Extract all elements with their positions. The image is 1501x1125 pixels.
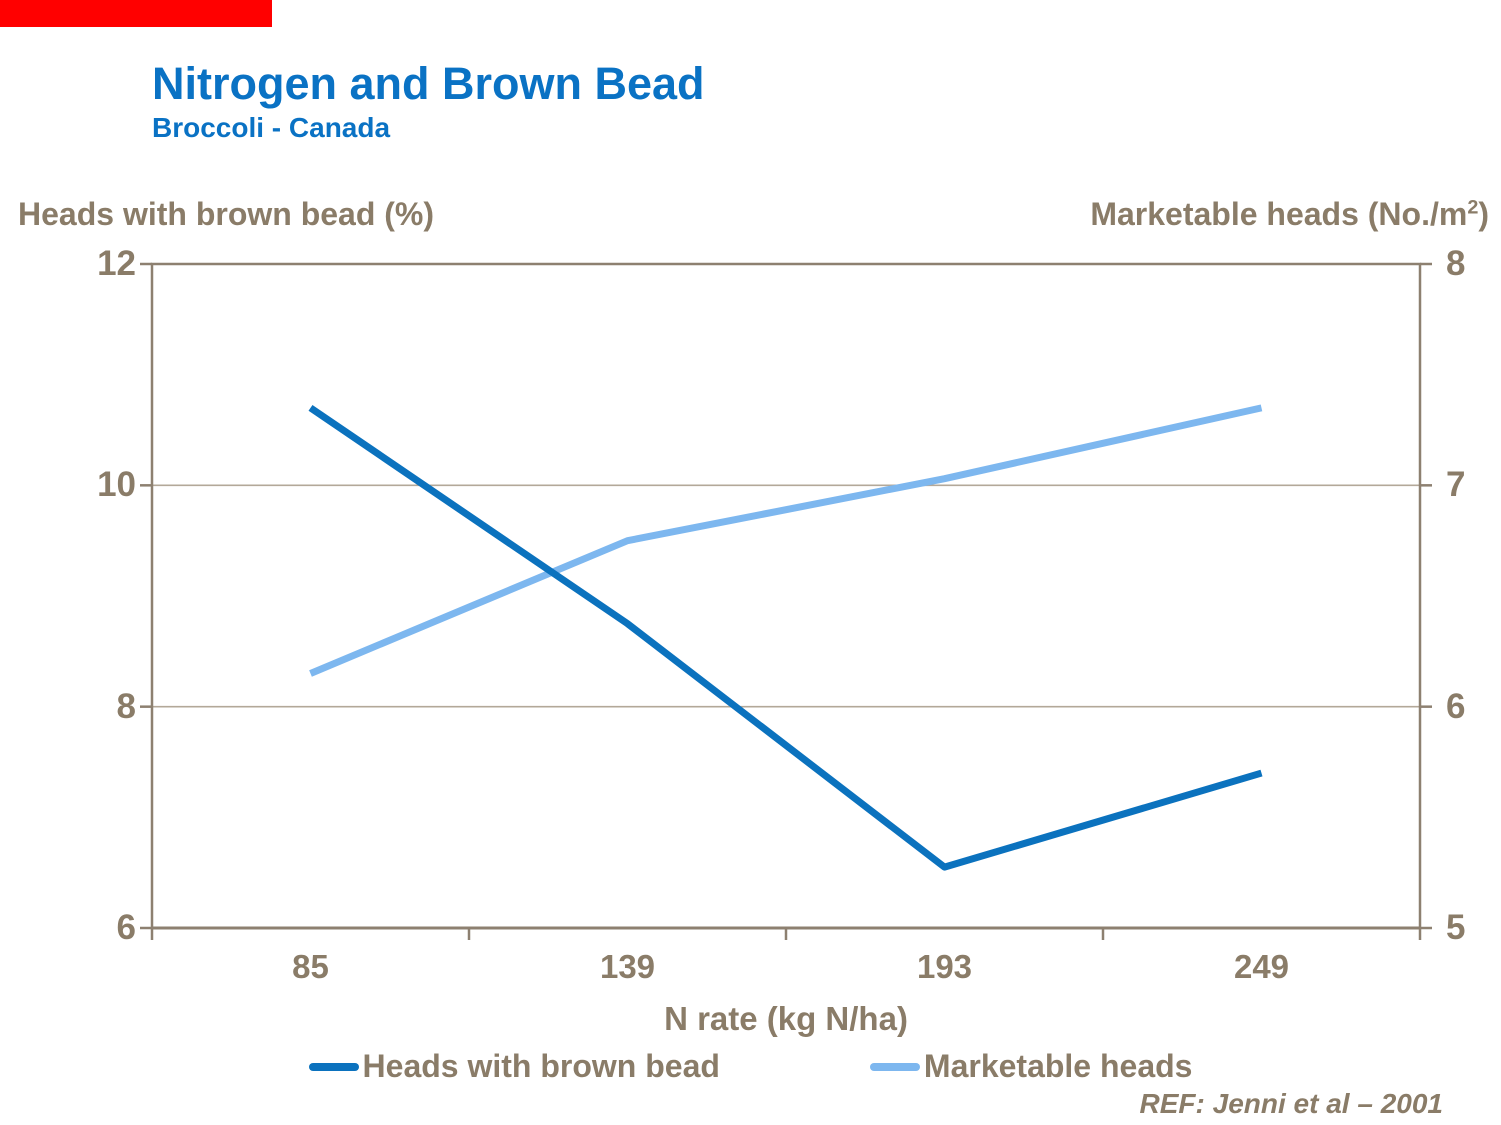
legend-swatch-light-blue (869, 1062, 920, 1071)
right-axis-title-superscript: 2 (1467, 196, 1479, 219)
reference-citation: REF: Jenni et al – 2001 (1139, 1088, 1443, 1119)
red-accent-bar (0, 0, 272, 27)
y-axis-left-tick-label: 8 (116, 686, 136, 726)
right-axis-title-suffix: ) (1478, 196, 1489, 232)
x-axis-tick-label: 193 (916, 948, 973, 985)
left-axis-title: Heads with brown bead (%) (18, 196, 435, 232)
y-axis-left-tick-label: 10 (97, 465, 136, 505)
y-axis-left-tick-label: 12 (97, 244, 136, 283)
x-axis-tick-label: 85 (292, 948, 329, 985)
legend-item-marketable: Marketable heads (869, 1048, 1193, 1085)
y-axis-right-tick-label: 8 (1446, 244, 1466, 283)
y-axis-right-tick-label: 5 (1446, 908, 1466, 947)
chart-subtitle: Broccoli - Canada (152, 112, 391, 143)
y-axis-left-tick-label: 6 (116, 908, 136, 947)
y-axis-right-tick-label: 6 (1446, 686, 1466, 726)
plot-area (140, 262, 1432, 940)
chart-title: Nitrogen and Brown Bead (152, 58, 705, 109)
x-axis-tick-label: 139 (599, 948, 656, 985)
legend-item-brown-bead: Heads with brown bead (308, 1048, 720, 1085)
x-axis-tick-label: 249 (1233, 948, 1290, 985)
y-axis-right-tick-label: 7 (1446, 465, 1466, 505)
legend-label: Heads with brown bead (362, 1048, 720, 1084)
right-axis-title-text: Marketable heads (No./m (1090, 196, 1468, 232)
x-axis-title: N rate (kg N/ha) (664, 1000, 908, 1037)
right-axis-title: Marketable heads (No./m2) (1090, 196, 1489, 233)
legend: Heads with brown bead Marketable heads (0, 1048, 1501, 1085)
legend-label: Marketable heads (923, 1048, 1193, 1084)
legend-swatch-dark-blue (308, 1062, 359, 1071)
